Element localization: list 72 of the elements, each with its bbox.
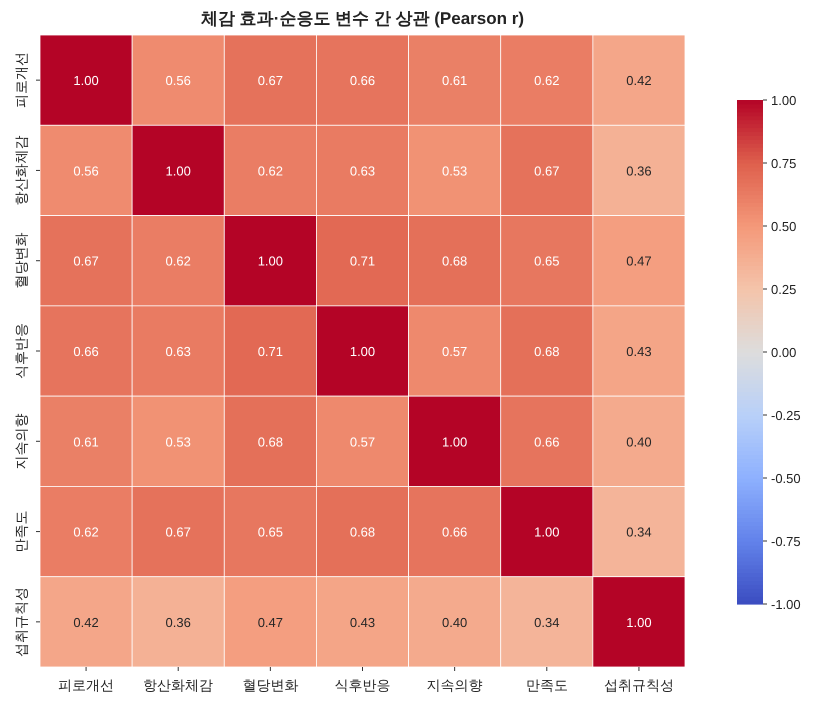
data-label: 0.56 [73, 163, 99, 178]
data-label: 0.61 [73, 434, 99, 450]
data-label: 0.63 [166, 344, 191, 359]
x-tick-label: 항산화체감 [143, 677, 214, 693]
data-label: 0.62 [258, 163, 284, 178]
data-label: 0.68 [442, 254, 468, 269]
data-label: 0.47 [258, 614, 284, 630]
data-label: 0.36 [166, 614, 191, 630]
y-tick-label: 피로개선 [13, 52, 29, 108]
data-label: 1.00 [73, 73, 99, 88]
data-label: 0.66 [442, 524, 468, 540]
x-tick-label: 혈당변화 [242, 677, 298, 693]
data-label: 0.57 [442, 344, 468, 359]
x-tick-label: 지속의향 [426, 677, 483, 693]
y-tick-label: 항산화체감 [13, 135, 29, 206]
data-label: 0.65 [258, 524, 284, 540]
x-tick-label: 섭취규칙성 [604, 677, 674, 693]
data-label: 0.63 [350, 163, 376, 178]
data-label: 1.00 [258, 254, 284, 269]
y-tick-label: 식후반응 [13, 323, 29, 379]
data-label: 0.62 [166, 254, 191, 269]
data-label: 0.34 [534, 614, 560, 630]
data-label: 0.43 [350, 614, 376, 630]
data-label: 0.53 [166, 434, 191, 450]
x-tick-label: 피로개선 [58, 677, 114, 693]
data-label: 1.00 [350, 344, 376, 359]
color-bar-label: 1.00 [771, 93, 796, 108]
data-label: 0.42 [73, 614, 99, 630]
chart-title: 체감 효과·순응도 변수 간 상관 (Pearson r) [200, 9, 524, 28]
data-label: 0.66 [73, 344, 99, 359]
data-label: 0.68 [534, 344, 560, 359]
y-tick-label: 지속의향 [13, 413, 29, 470]
y-tick-label: 만족도 [13, 510, 29, 553]
y-tick-label: 혈당변화 [13, 232, 29, 289]
data-label: 0.66 [350, 73, 376, 88]
color-bar-label: 0.75 [771, 156, 796, 171]
data-label: 0.47 [626, 254, 652, 269]
x-tick-label: 만족도 [526, 677, 568, 693]
data-label: 0.67 [73, 254, 99, 269]
color-bar-label: 0.00 [771, 345, 796, 360]
data-label: 0.53 [442, 163, 468, 178]
color-bar-label: -0.50 [771, 471, 801, 486]
data-label: 0.68 [350, 524, 376, 540]
data-label: 0.62 [534, 73, 560, 88]
x-tick-label: 식후반응 [334, 677, 390, 693]
color-bar-label: 0.25 [771, 282, 796, 297]
data-label: 1.00 [534, 524, 560, 540]
data-label: 0.42 [626, 73, 652, 88]
data-label: 0.67 [166, 524, 191, 540]
data-label: 0.40 [626, 434, 652, 450]
data-label: 0.62 [73, 524, 99, 540]
data-label: 0.36 [626, 163, 652, 178]
data-label: 0.68 [258, 434, 284, 450]
data-label: 0.66 [534, 434, 560, 450]
data-label: 0.40 [442, 614, 468, 630]
data-label: 0.57 [350, 434, 376, 450]
data-label: 0.67 [258, 73, 284, 88]
data-label: 1.00 [626, 614, 652, 630]
data-label: 0.43 [626, 344, 652, 359]
data-label: 0.61 [442, 73, 468, 88]
data-label: 0.65 [534, 254, 560, 269]
data-label: 0.56 [166, 73, 191, 88]
color-bar-label: -0.75 [771, 534, 801, 549]
color-bar-label: -0.25 [771, 408, 801, 423]
data-label: 0.71 [258, 344, 284, 359]
color-bar-label: -1.00 [771, 597, 801, 612]
color-bar-label: 0.50 [771, 219, 796, 234]
data-label: 1.00 [442, 434, 468, 450]
data-label: 0.71 [350, 254, 376, 269]
data-label: 0.34 [626, 524, 652, 540]
data-label: 0.67 [534, 163, 560, 178]
data-label: 1.00 [166, 163, 191, 178]
